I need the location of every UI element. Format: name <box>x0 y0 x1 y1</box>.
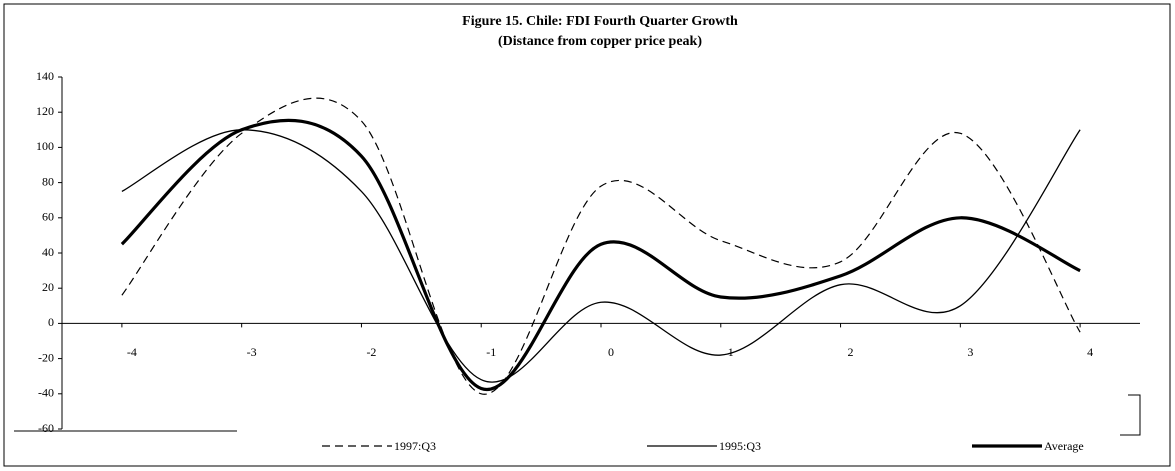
chart-subtitle: (Distance from copper price peak) <box>498 34 702 49</box>
x-tick-label: -4 <box>127 345 137 359</box>
frame <box>3 3 1171 467</box>
x-tick-label: -3 <box>247 345 257 359</box>
y-tick-label: 0 <box>48 315 54 329</box>
y-tick-label: 140 <box>36 69 54 83</box>
series-line <box>121 129 1081 383</box>
x-tick-label: -2 <box>366 345 376 359</box>
x-tick-label: 3 <box>967 345 973 359</box>
y-tick-label: 100 <box>36 139 54 153</box>
y-tick-label: 60 <box>42 210 54 224</box>
corner-bracket <box>1120 394 1141 436</box>
y-tick-label: 40 <box>42 245 54 259</box>
x-tick-label: -1 <box>486 345 496 359</box>
x-tick-label: 4 <box>1087 345 1093 359</box>
y-tick-label: -60 <box>38 421 54 435</box>
x-tick-label: 0 <box>608 345 614 359</box>
y-tick-label: -40 <box>38 386 54 400</box>
series-line <box>121 97 1081 395</box>
x-tick-label: 2 <box>848 345 854 359</box>
y-tick-label: -20 <box>38 350 54 364</box>
legend-label: 1997:Q3 <box>394 439 436 453</box>
legend-label: Average <box>1044 439 1084 453</box>
y-tick-label: 120 <box>36 104 54 118</box>
x-tick-label: 1 <box>728 345 734 359</box>
y-tick-label: 20 <box>42 280 54 294</box>
y-tick-label: 80 <box>42 174 54 188</box>
chart-title: Figure 15. Chile: FDI Fourth Quarter Gro… <box>462 14 738 29</box>
legend-label: 1995:Q3 <box>719 439 761 453</box>
series-line <box>120 118 1081 392</box>
